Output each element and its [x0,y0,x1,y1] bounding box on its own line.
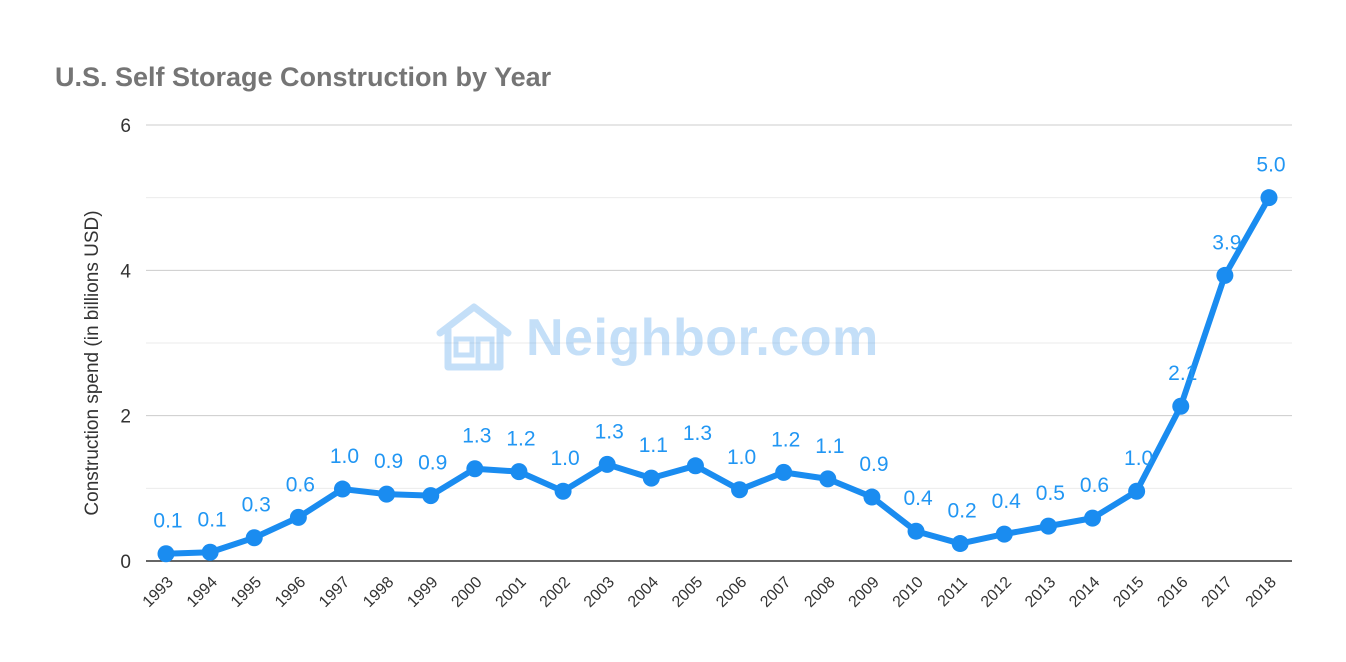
data-label: 0.9 [418,452,447,475]
data-label: 0.6 [1080,474,1109,497]
x-tick-label: 2018 [1243,574,1280,611]
data-label: 0.9 [859,453,888,476]
data-label: 1.1 [815,435,844,458]
x-tick-label: 2005 [669,574,706,611]
data-label: 1.3 [683,422,712,445]
data-point [642,469,660,487]
y-tick-label: 4 [120,261,131,282]
x-tick-label: 1998 [360,574,397,611]
x-tick-label: 2003 [581,574,618,611]
x-tick-label: 2013 [1022,574,1059,611]
data-point [1172,397,1190,415]
data-label: 3.9 [1212,231,1241,254]
x-tick-label: 1995 [228,574,265,611]
series-line-path [163,194,1272,557]
x-tick-label: 1994 [184,574,221,611]
data-point [1128,482,1146,500]
data-point [731,481,749,499]
data-label: 0.2 [948,500,977,523]
x-tick-label: 2006 [713,574,750,611]
data-point [201,543,219,561]
x-tick-label: 1997 [316,574,353,611]
data-labels: 0.1 0.1 0.3 0.6 1.0 0.9 0.9 1.3 1.2 1.0 1.3 1.1 1.3 1… [153,154,1285,533]
data-label: 1.1 [639,434,668,457]
y-axis-title: Construction spend (in billions USD) [82,210,103,515]
x-tick-label: 2007 [757,574,794,611]
data-point [1216,266,1234,284]
x-tick-label: 2017 [1199,574,1236,611]
data-point [686,457,704,475]
data-point [951,535,969,553]
x-tick-label: 2014 [1066,574,1103,611]
x-tick-label: 2001 [493,574,530,611]
data-point [598,455,616,473]
series-line [163,194,1272,557]
x-tick-labels: 1993 1994 1995 1996 1997 1998 1999 2000 2001 2002… [140,574,1280,611]
data-label: 1.2 [771,428,800,451]
x-tick-label: 2010 [890,574,927,611]
y-tick-labels: 0 2 4 6 [120,116,131,573]
data-point [819,470,837,488]
data-label: 0.6 [286,473,315,496]
x-tick-label: 2009 [846,574,883,611]
data-point [157,545,175,563]
data-point [907,522,925,540]
data-point [333,480,351,498]
data-label: 5.0 [1256,154,1285,177]
data-point [1039,517,1057,535]
x-tick-label: 2004 [625,574,662,611]
data-label: 0.9 [374,450,403,473]
data-label: 0.5 [1036,482,1065,505]
x-tick-label: 2002 [537,574,574,611]
data-point [1260,189,1278,207]
chart-title: U.S. Self Storage Construction by Year [55,62,552,92]
data-label: 0.3 [242,494,271,517]
y-tick-label: 2 [120,407,131,428]
data-label: 1.0 [330,445,359,468]
data-point [510,463,528,481]
x-tick-label: 1999 [404,574,441,611]
data-point [995,525,1013,543]
data-label: 1.2 [506,428,535,451]
data-point [422,487,440,505]
data-label: 1.3 [595,420,624,443]
data-point [775,463,793,481]
data-point [378,485,396,503]
y-tick-label: 0 [120,552,131,573]
x-tick-label: 2012 [978,574,1015,611]
data-label: 0.1 [153,510,182,533]
data-label: 0.4 [992,490,1022,513]
data-label: 2.1 [1168,362,1197,385]
x-tick-label: 2000 [448,574,485,611]
x-tick-label: 1993 [140,574,177,611]
data-label: 1.0 [550,447,579,470]
x-tick-label: 2016 [1154,574,1191,611]
data-point [466,460,484,478]
data-label: 1.3 [462,425,491,448]
data-point [289,508,307,526]
x-tick-label: 2011 [935,574,971,610]
x-tick-label: 2008 [801,574,838,611]
data-points [157,189,1278,563]
data-label: 1.0 [727,446,756,469]
data-label: 0.1 [198,508,227,531]
x-tick-label: 2015 [1110,574,1147,611]
data-label: 0.4 [903,487,933,510]
data-point [863,488,881,506]
grid [146,124,1292,489]
data-label: 1.0 [1124,447,1153,470]
data-point [1084,509,1102,527]
data-point [554,482,572,500]
data-point [245,529,263,547]
y-tick-label: 6 [120,116,131,137]
x-tick-label: 1996 [272,574,309,611]
